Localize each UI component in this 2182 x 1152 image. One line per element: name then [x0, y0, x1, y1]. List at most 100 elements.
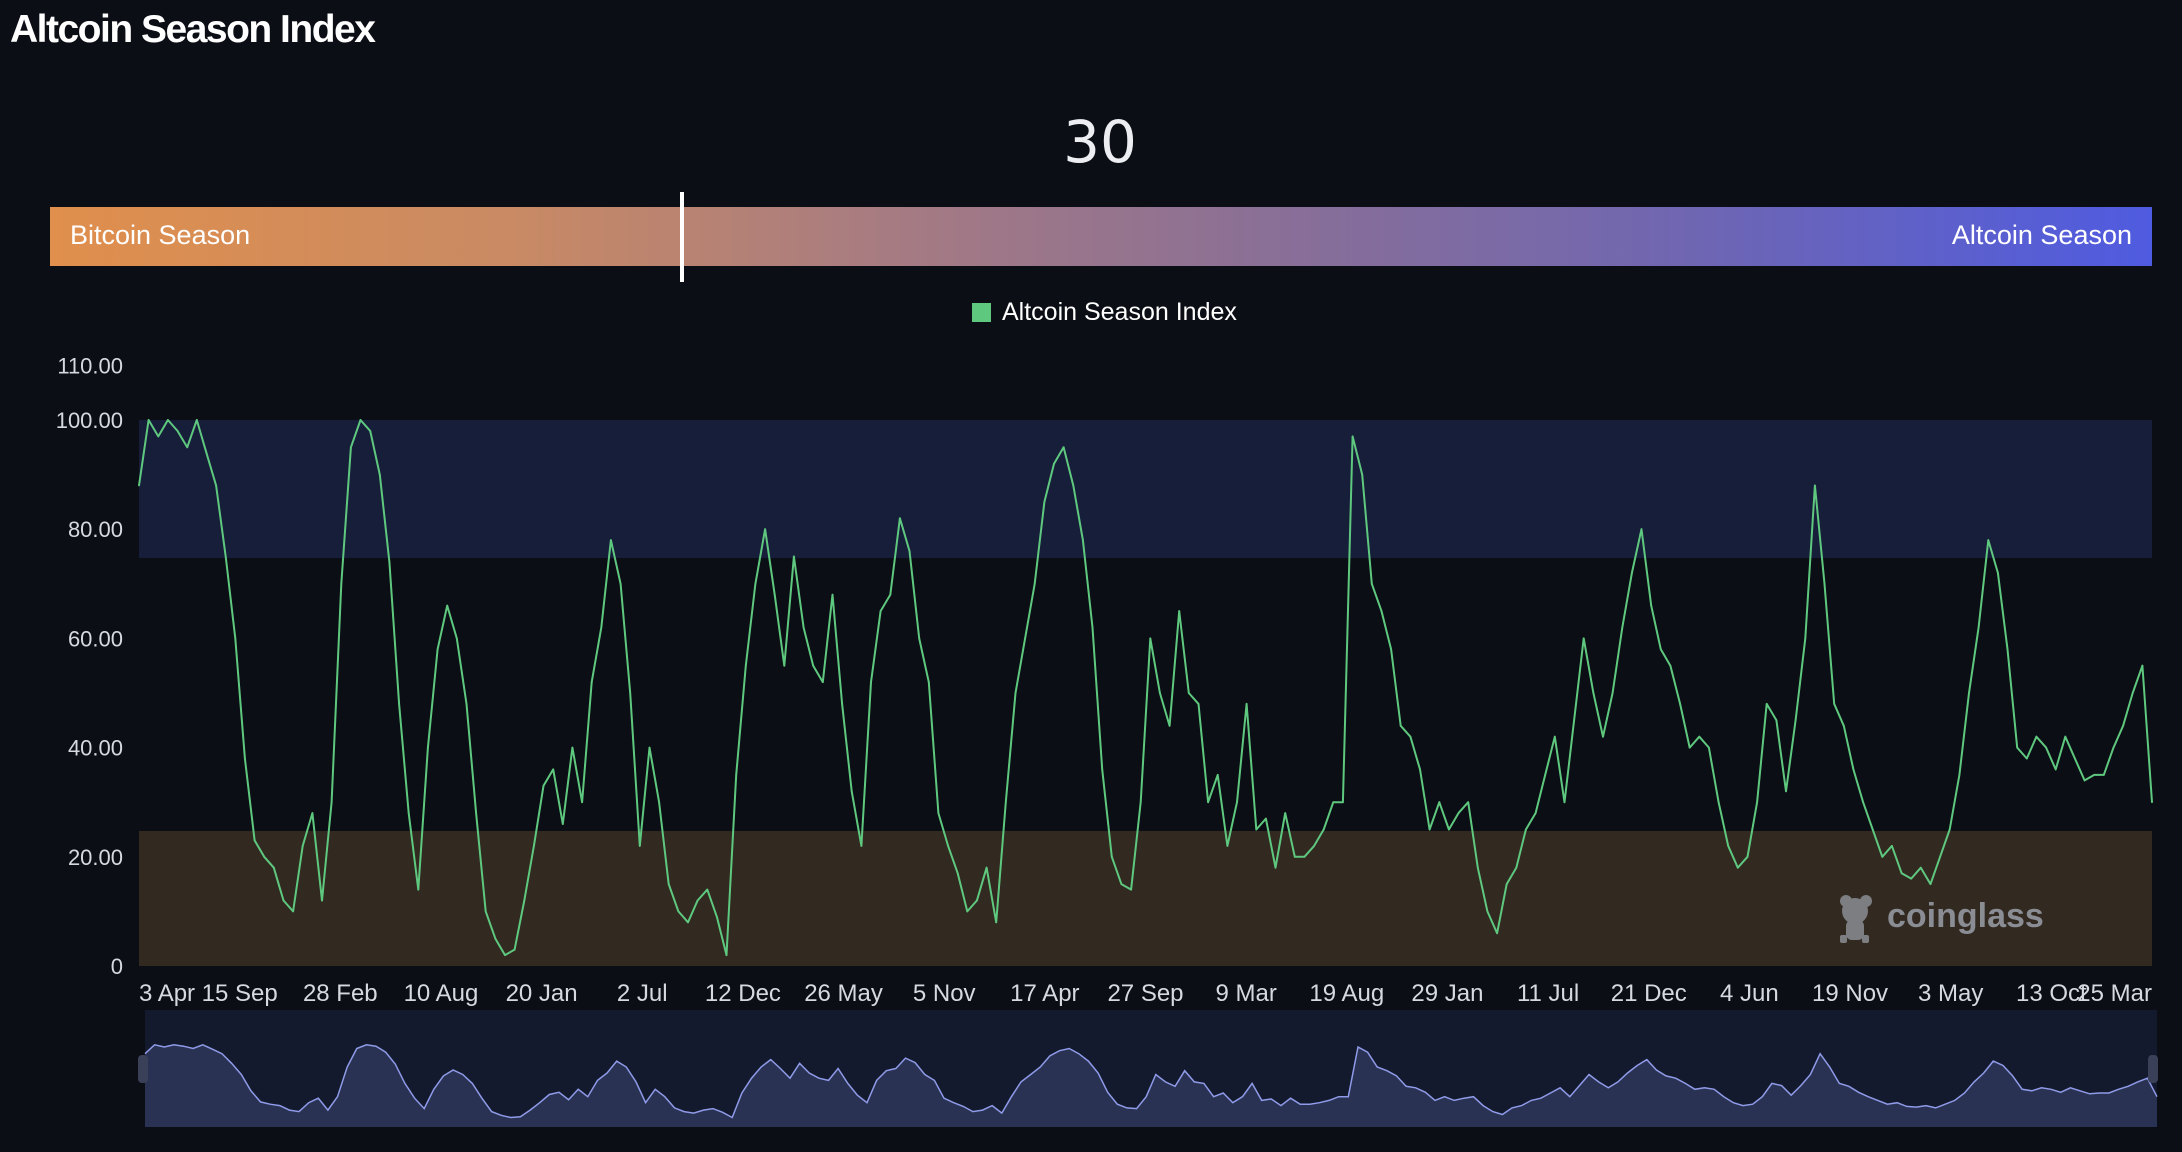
data-point [523, 899, 526, 902]
y-tick-label: 110.00 [57, 353, 123, 378]
data-point [398, 703, 400, 705]
data-point [2064, 735, 2067, 738]
data-point [1621, 626, 1624, 629]
data-point [436, 648, 439, 651]
x-tick-label: 3 May [1918, 980, 1983, 1007]
data-point [2045, 746, 2047, 749]
data-point [850, 790, 853, 793]
data-point [1727, 845, 1730, 847]
data-point [321, 899, 323, 902]
bitcoin-season-band [139, 831, 2152, 966]
data-point [629, 692, 632, 694]
data-point [1814, 484, 1816, 487]
data-point [1640, 528, 1643, 531]
data-point [677, 910, 680, 913]
navigator-line [144, 1043, 2158, 1119]
x-tick-label: 28 Feb [303, 980, 378, 1007]
data-point [1891, 845, 1893, 847]
data-point [658, 801, 660, 804]
x-tick-label: 5 Nov [913, 980, 976, 1007]
x-tick-label: 12 Dec [705, 980, 781, 1007]
data-point [725, 954, 728, 956]
data-point [1351, 435, 1354, 438]
data-point [1062, 446, 1065, 449]
data-point [552, 768, 555, 771]
data-point [224, 555, 227, 558]
data-point [350, 446, 352, 449]
data-point [1342, 801, 1344, 804]
data-point [1139, 801, 1142, 804]
data-point [581, 801, 583, 804]
data-point [378, 473, 381, 476]
y-tick-label: 60.00 [68, 626, 123, 651]
data-point [793, 555, 795, 558]
data-point [1496, 932, 1498, 935]
data-point [947, 845, 949, 847]
data-point [1313, 845, 1315, 847]
data-point [927, 681, 930, 683]
x-tick-label: 19 Aug [1309, 980, 1384, 1007]
y-tick-label: 40.00 [68, 736, 123, 761]
data-point [1293, 855, 1296, 858]
navigator-handle-left[interactable] [138, 1055, 148, 1083]
data-point [1101, 768, 1104, 771]
data-point [1419, 768, 1421, 771]
data-point [147, 419, 150, 421]
data-point [1448, 828, 1450, 831]
legend-label[interactable]: Altcoin Season Index [1002, 298, 1237, 326]
data-point [1265, 817, 1267, 820]
data-point [1900, 872, 1903, 875]
data-point [1785, 790, 1787, 793]
navigator-handle-right[interactable] [2148, 1055, 2158, 1083]
data-point [1072, 484, 1075, 487]
data-point [1149, 637, 1152, 640]
data-point [1717, 801, 1720, 804]
x-tick-label: 20 Jan [506, 980, 578, 1007]
data-point [494, 937, 497, 940]
data-point [1948, 828, 1951, 831]
data-point [1736, 866, 1739, 869]
x-tick-label: 15 Sep [202, 980, 278, 1007]
data-point [2006, 648, 2009, 651]
data-point [1958, 774, 1961, 776]
altcoin-season-band [139, 420, 2152, 558]
data-point [1332, 801, 1335, 804]
data-point [1842, 724, 1845, 727]
y-tick-label: 80.00 [68, 517, 123, 542]
data-point [735, 774, 738, 776]
data-point [446, 604, 449, 607]
x-tick-label: 4 Jun [1720, 980, 1779, 1007]
data-point [330, 801, 333, 804]
data-point [1650, 604, 1653, 607]
data-point [1486, 910, 1489, 913]
data-point [1053, 462, 1055, 465]
data-points [138, 419, 2153, 956]
data-point [841, 703, 843, 705]
data-point [1525, 828, 1527, 831]
data-point [956, 872, 959, 875]
navigator[interactable] [138, 1010, 2158, 1127]
data-point [716, 916, 718, 918]
data-point [985, 866, 988, 869]
data-point [1322, 828, 1325, 831]
coinglass-logo-icon [1840, 895, 1872, 943]
data-point [1775, 719, 1778, 722]
data-point [1515, 866, 1518, 869]
data-point [1476, 866, 1479, 869]
data-point [908, 550, 911, 552]
data-point [1534, 812, 1537, 814]
data-point [1919, 866, 1922, 869]
x-tick-label: 13 Oct [2016, 980, 2087, 1007]
gauge-marker [680, 192, 684, 282]
data-point [455, 637, 458, 640]
data-point [1216, 774, 1219, 776]
data-point [1997, 572, 1999, 574]
chart-legend[interactable]: Altcoin Season Index [972, 298, 1237, 327]
y-tick-label: 0 [111, 954, 123, 979]
data-point [533, 845, 535, 847]
data-point [1544, 774, 1547, 776]
x-tick-label: 21 Dec [1611, 980, 1687, 1007]
data-point [1428, 828, 1431, 831]
data-point [1245, 703, 1248, 705]
